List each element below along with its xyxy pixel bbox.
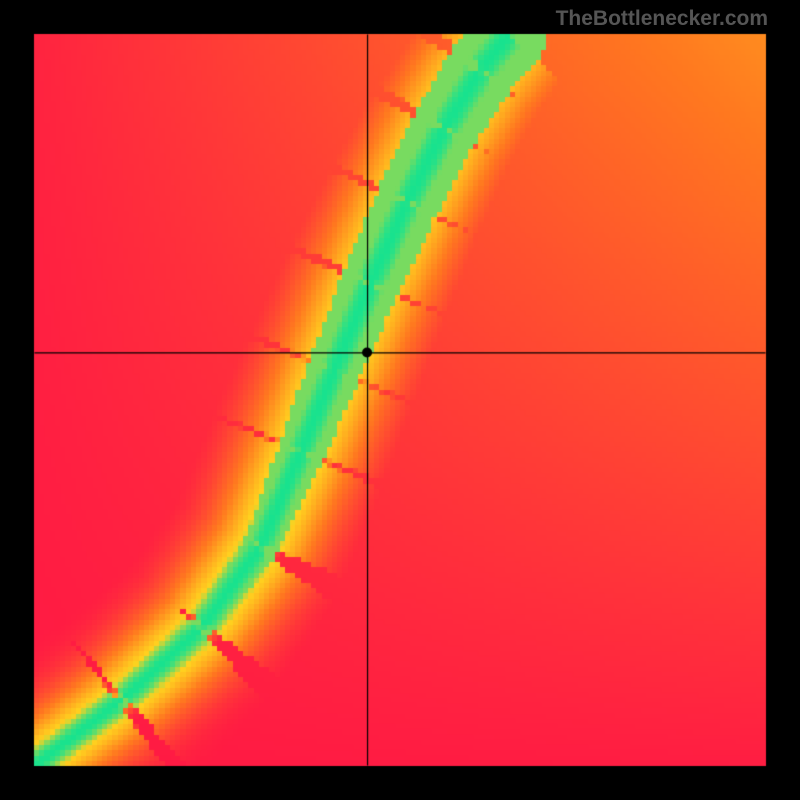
chart-container: TheBottlenecker.com — [0, 0, 800, 800]
watermark-text: TheBottlenecker.com — [556, 7, 768, 31]
bottleneck-heatmap — [0, 0, 800, 800]
